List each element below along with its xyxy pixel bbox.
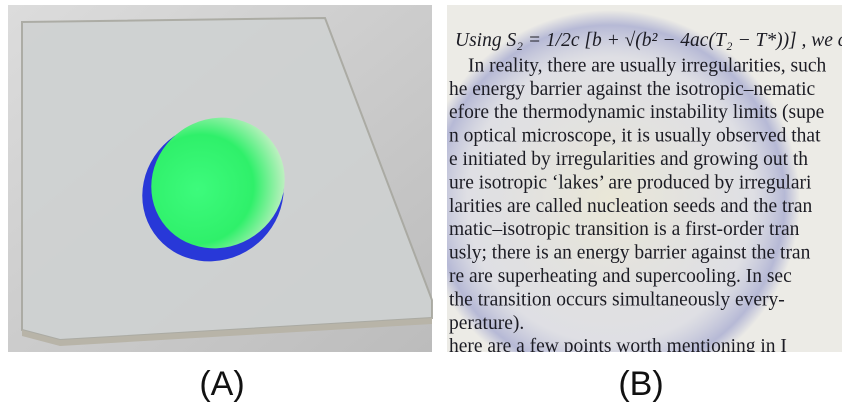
text-line: he energy barrier against the isotropic–… [449, 79, 816, 100]
text-line: matic–isotropic transition is a first-or… [449, 219, 800, 240]
text-line: larities are called nucleation seeds and… [449, 196, 813, 217]
text-line: Using S₂ = 1/2c [b + √(b² − 4ac(T₂ − T*)… [455, 30, 851, 51]
figure: Using S₂ = 1/2c [b + √(b² − 4ac(T₂ − T*)… [0, 0, 851, 407]
text-line: re are superheating and supercooling. In… [449, 266, 792, 287]
text-line: n optical microscope, it is usually obse… [449, 126, 821, 147]
caption: (B) [618, 365, 663, 403]
caption: (A) [199, 365, 244, 403]
text-line: ure isotropic ‘lakes’ are produced by ir… [449, 172, 812, 193]
text-line: In reality, there are usually irregulari… [468, 55, 827, 76]
text-line: perature). [449, 313, 524, 334]
text-line: usly; there is an energy barrier against… [449, 243, 811, 264]
text-line: e initiated by irregularities and growin… [449, 149, 808, 170]
text-line: here are a few points worth mentioning i… [449, 336, 787, 357]
text-line: the transition occurs simultaneously eve… [449, 289, 785, 310]
photo-a [8, 5, 432, 352]
text-line: efore the thermodynamic instability limi… [449, 102, 824, 123]
photo-b: Using S₂ = 1/2c [b + √(b² − 4ac(T₂ − T*)… [420, 5, 851, 390]
